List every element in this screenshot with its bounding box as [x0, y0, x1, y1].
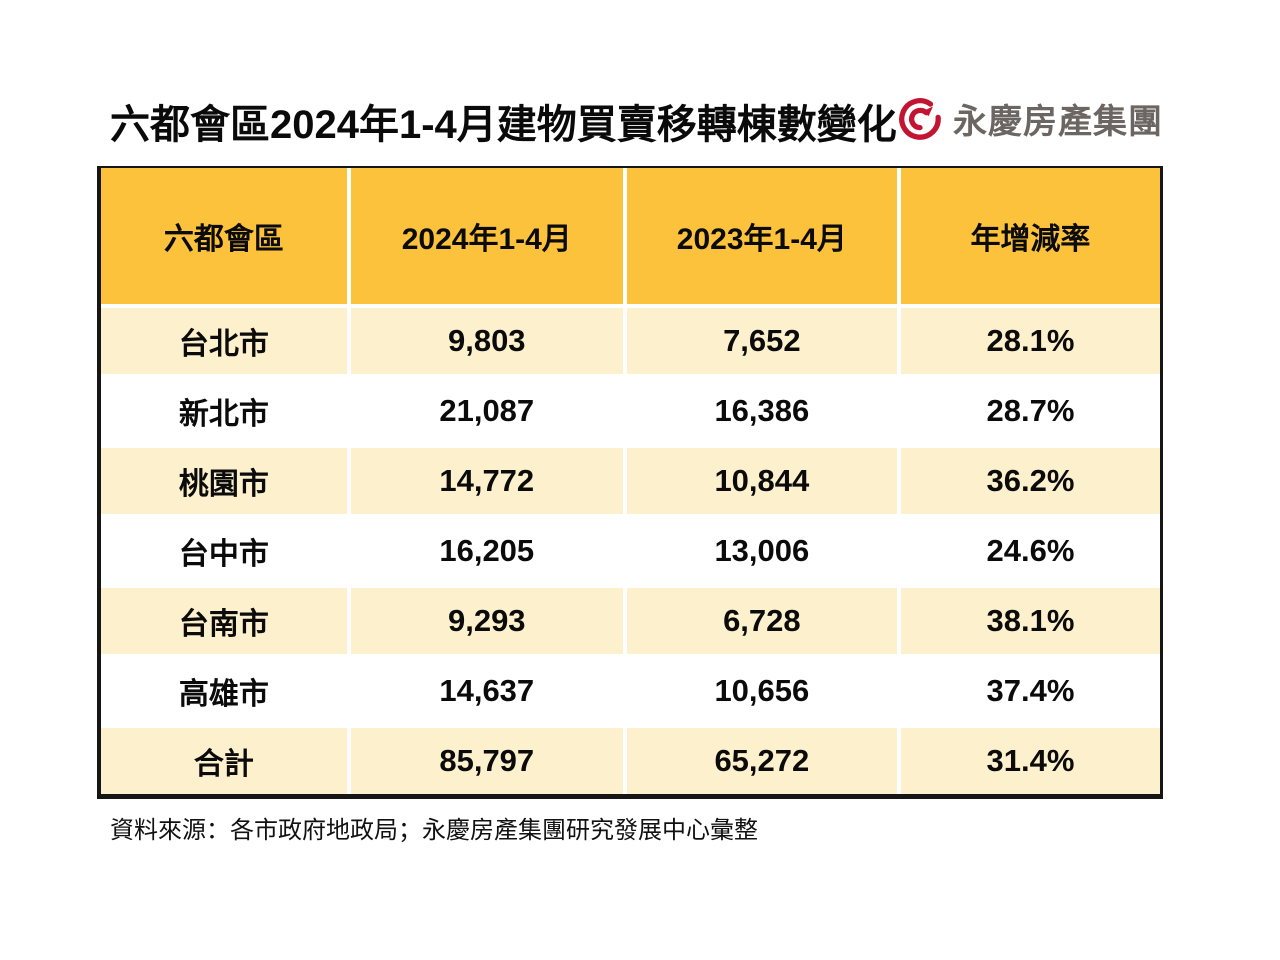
- table-row-cell: 新北市: [101, 378, 347, 444]
- table-row-cell: 9,293: [350, 588, 623, 654]
- yungching-spiral-arrow-icon: [899, 97, 941, 140]
- table-row-cell: 9,803: [350, 308, 623, 374]
- table-total-cell: 31.4%: [900, 728, 1160, 794]
- source-note: 資料來源：各市政府地政局；永慶房產集團研究發展中心彙整: [110, 817, 758, 844]
- table-row-cell: 10,656: [626, 658, 897, 724]
- table-row-cell: 24.6%: [900, 518, 1160, 584]
- table-row-cell: 台中市: [101, 518, 347, 584]
- table-row-cell: 13,006: [626, 518, 897, 584]
- table-row-cell: 高雄市: [101, 658, 347, 724]
- table-row-cell: 21,087: [350, 378, 623, 444]
- table-row-cell: 38.1%: [900, 588, 1160, 654]
- page-title: 六都會區2024年1-4月建物買賣移轉棟數變化: [110, 103, 897, 147]
- col-header-2023: 2023年1-4月: [626, 168, 897, 304]
- table-row-cell: 37.4%: [900, 658, 1160, 724]
- table-row-cell: 桃園市: [101, 448, 347, 514]
- table-row-cell: 16,205: [350, 518, 623, 584]
- table-row-cell: 10,844: [626, 448, 897, 514]
- brand-name: 永慶房產集團: [953, 103, 1163, 141]
- col-header-region: 六都會區: [101, 168, 347, 304]
- table-total-cell: 65,272: [626, 728, 897, 794]
- table-row-cell: 7,652: [626, 308, 897, 374]
- table-row-cell: 台北市: [101, 308, 347, 374]
- table-row-cell: 6,728: [626, 588, 897, 654]
- table-row-cell: 16,386: [626, 378, 897, 444]
- table-row-cell: 28.1%: [900, 308, 1160, 374]
- table-total-cell: 合計: [101, 728, 347, 794]
- data-table: 六都會區 2024年1-4月 2023年1-4月 年增減率 台北市 9,803 …: [97, 166, 1163, 799]
- col-header-yoy: 年增減率: [900, 168, 1160, 304]
- table-row-cell: 36.2%: [900, 448, 1160, 514]
- table-row-cell: 14,637: [350, 658, 623, 724]
- brand-logo: 永慶房產集團: [897, 94, 1163, 143]
- table-row-cell: 14,772: [350, 448, 623, 514]
- col-header-2024: 2024年1-4月: [350, 168, 623, 304]
- table-row-cell: 28.7%: [900, 378, 1160, 444]
- table-grid: 六都會區 2024年1-4月 2023年1-4月 年增減率 台北市 9,803 …: [101, 168, 1160, 794]
- table-total-cell: 85,797: [350, 728, 623, 794]
- table-row-cell: 台南市: [101, 588, 347, 654]
